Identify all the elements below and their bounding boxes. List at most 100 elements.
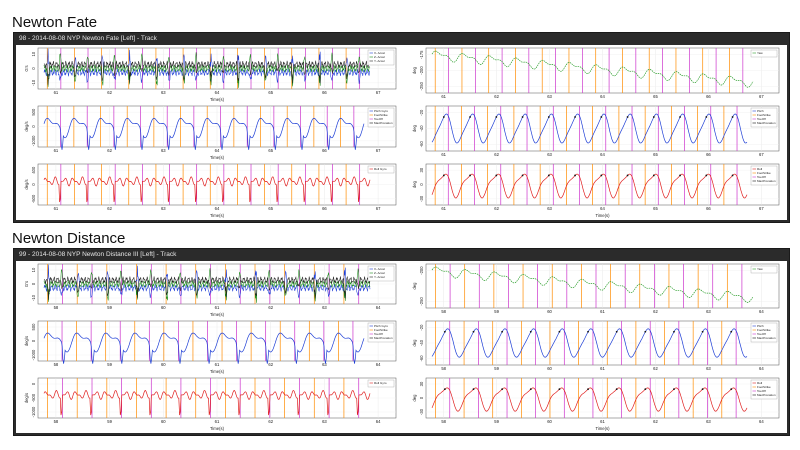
plot-svg: 58 59 60 61 62 63 64 -1000 -500 0 deg/s Time(s) Roll… [24, 377, 397, 431]
x-axis-label: Time(s) [210, 426, 225, 431]
x-tick-label: 58 [441, 309, 446, 314]
x-tick-label: 63 [322, 305, 327, 310]
x-tick-label: 60 [161, 362, 166, 367]
legend-entry: MaxPronation [757, 121, 776, 125]
section-title-newton-distance: Newton Distance [12, 230, 126, 247]
plot-roll: 58 59 60 61 62 63 64 -30 0 30 deg Time(s) Roll FootSt… [404, 375, 787, 432]
x-tick-label: 59 [107, 362, 112, 367]
max-pronation-point [547, 174, 550, 177]
plot-svg: 58 59 60 61 62 63 64 -250 -200 deg Yaw [412, 263, 780, 314]
legend-entry: Roll Gyro [374, 381, 387, 385]
y-tick-label: -10 [31, 79, 36, 86]
max-pronation-point [472, 330, 475, 333]
x-tick-label: 61 [215, 305, 220, 310]
max-pronation-point [626, 116, 629, 118]
max-pronation-point [615, 330, 618, 333]
legend-entry: FootStrike [757, 171, 771, 175]
x-tick-label: 64 [215, 206, 220, 211]
x-tick-label: 61 [441, 152, 446, 157]
series-line [431, 328, 748, 358]
series-line [43, 176, 371, 203]
legend-entry: Y- Accel [374, 275, 385, 279]
plot-yaw: 58 59 60 61 62 63 64 -250 -200 deg Yaw [404, 261, 787, 318]
y-tick-label: -250 [419, 81, 424, 90]
y-tick-label: 0 [31, 67, 36, 70]
x-tick-label: 62 [653, 309, 658, 314]
y-tick-label: 0 [31, 125, 36, 128]
x-tick-label: 64 [215, 90, 220, 95]
legend-entry: ToeOff [757, 175, 766, 179]
series-line [43, 117, 365, 150]
plot-svg: 58 59 60 61 62 63 64 -30 0 30 deg Time(s) RollFootSt… [412, 377, 780, 431]
x-tick-label: 65 [653, 152, 658, 157]
plot-rollgyro: 58 59 60 61 62 63 64 -1000 -500 0 deg/s Time(s) Roll… [16, 375, 404, 432]
y-tick-label: 30 [419, 381, 424, 386]
max-pronation-point [558, 388, 561, 391]
x-tick-label: 58 [54, 305, 59, 310]
y-axis-label: deg [412, 124, 417, 132]
x-tick-label: 66 [706, 94, 711, 99]
x-tick-label: 65 [653, 206, 658, 211]
x-tick-label: 63 [161, 90, 166, 95]
max-pronation-point [587, 330, 589, 333]
legend-entry: Roll Gyro [374, 167, 387, 171]
series-line [431, 173, 748, 199]
y-tick-label: 10 [31, 51, 36, 56]
max-pronation-point [652, 174, 655, 177]
y-tick-label: 0 [419, 183, 424, 186]
max-pronation-point [495, 116, 498, 118]
y-tick-label: 0 [31, 282, 36, 285]
y-axis-label: deg/s [24, 393, 29, 403]
legend-entry: FootStrike [374, 328, 388, 332]
y-axis-label: deg [412, 339, 417, 347]
x-tick-label: 61 [54, 90, 59, 95]
legend-entry: ToeOff [374, 332, 383, 336]
legend [367, 165, 395, 174]
y-tick-label: -10 [31, 294, 36, 301]
x-axis-label: Time(s) [210, 97, 225, 102]
max-pronation-point [705, 116, 708, 118]
legend-entry: Z- Accel [374, 55, 385, 59]
x-tick-label: 63 [161, 148, 166, 153]
y-tick-label: -1000 [31, 135, 36, 146]
x-tick-label: 66 [322, 90, 327, 95]
max-pronation-point [673, 388, 675, 391]
plot-pitch: 61 62 63 64 65 66 67 -60 -40 -20 deg Pitch FootStrik… [404, 103, 787, 161]
plot-svg: 61 62 63 64 65 66 67 -250 -200 -175 deg Yaw [412, 47, 780, 99]
max-pronation-point [501, 388, 504, 391]
legend-entry: MaxPronation [374, 336, 393, 340]
legend-entry: Pitch Gyro [374, 109, 388, 113]
max-pronation-point [626, 174, 629, 177]
max-pronation-point [443, 388, 446, 391]
y-tick-label: 0 [31, 339, 36, 342]
plot-yaw: 61 62 63 64 65 66 67 -250 -200 -175 deg Yaw [404, 45, 787, 103]
x-tick-label: 62 [107, 90, 112, 95]
max-pronation-point [529, 330, 532, 333]
x-tick-label: 64 [215, 148, 220, 153]
x-tick-label: 64 [600, 206, 605, 211]
legend [367, 265, 395, 282]
legend-entry: FootStrike [757, 113, 771, 117]
x-tick-label: 61 [215, 362, 220, 367]
x-tick-label: 59 [494, 309, 499, 314]
plot-svg: 61 62 63 64 65 66 67 -60 -40 -20 deg PitchFootStrik… [412, 105, 780, 157]
y-tick-label: -500 [31, 194, 36, 203]
legend-entry: FootStrike [374, 113, 388, 117]
x-tick-label: 58 [441, 366, 446, 371]
series-line [431, 50, 754, 88]
x-tick-label: 64 [600, 152, 605, 157]
max-pronation-point [495, 174, 498, 177]
y-tick-label: -20 [419, 109, 424, 116]
x-tick-label: 66 [322, 148, 327, 153]
x-tick-label: 62 [268, 305, 273, 310]
series-line [431, 266, 754, 303]
max-pronation-point [730, 330, 733, 333]
max-pronation-point [730, 388, 733, 391]
legend [750, 265, 778, 274]
max-pronation-point [600, 174, 603, 177]
max-pronation-point [442, 174, 445, 177]
max-pronation-point [731, 174, 734, 177]
max-pronation-point [472, 388, 475, 391]
legend [367, 379, 395, 388]
x-tick-label: 62 [494, 206, 499, 211]
